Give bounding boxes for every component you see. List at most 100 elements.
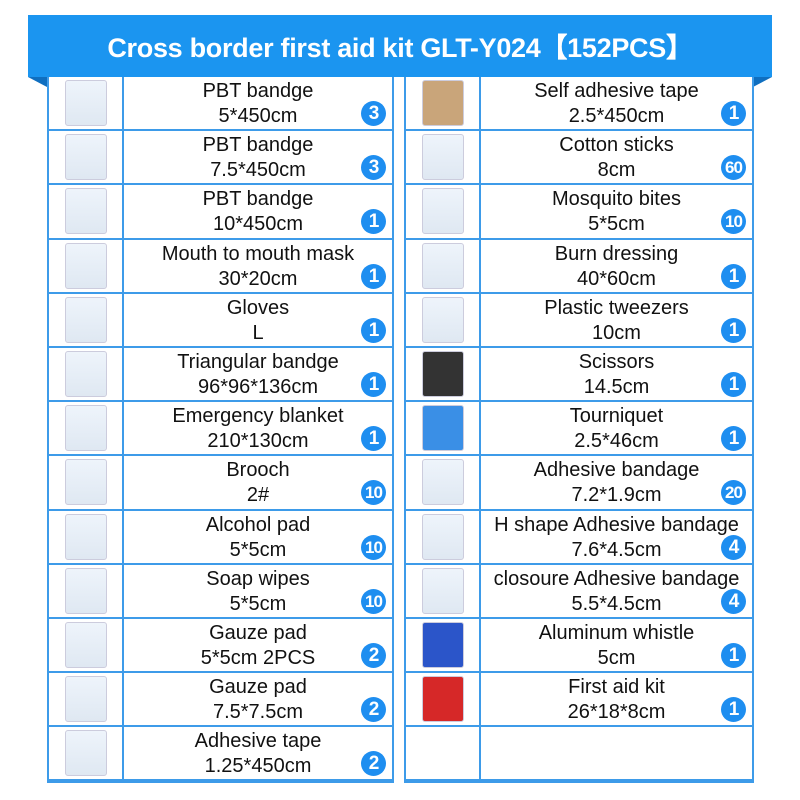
quantity-badge: 3 <box>361 155 386 181</box>
item-image-cell <box>49 77 124 130</box>
right-item-table: Self adhesive tape 2.5*450cm 1 Cotton stick… <box>404 77 754 784</box>
item-size: 1.25*450cm <box>204 755 312 778</box>
item-photo <box>421 676 464 723</box>
item-image-cell <box>49 293 124 346</box>
table-row: Cotton sticks 8cm 60 <box>406 131 752 186</box>
item-text-cell: Triangular bandge 96*96*136cm 1 <box>124 348 392 400</box>
item-text-cell: Brooch 2# 10 <box>124 456 392 508</box>
item-image-cell <box>49 510 124 563</box>
item-photo <box>64 405 107 452</box>
item-size: 26*18*8cm <box>567 701 666 724</box>
quantity-badge: 1 <box>721 426 746 452</box>
item-image-cell <box>49 564 124 617</box>
item-name: PBT bandge <box>202 80 314 102</box>
item-size: 40*60cm <box>577 267 656 290</box>
item-photo <box>421 296 464 343</box>
quantity-badge: 2 <box>361 697 386 723</box>
item-image-cell <box>406 293 481 346</box>
item-photo <box>421 188 464 235</box>
left-item-table: PBT bandge 5*450cm 3 PBT bandge 7.5*450cm 3 PB… <box>47 77 394 784</box>
table-row <box>406 727 752 782</box>
item-photo <box>64 459 107 506</box>
table-row: Mosquito bites 5*5cm 10 <box>406 185 752 240</box>
item-name: Adhesive bandage <box>533 459 700 482</box>
item-text-cell: Burn dressing 40*60cm 1 <box>481 240 752 292</box>
quantity-badge: 2 <box>361 751 386 777</box>
item-name: Emergency blanket <box>172 405 344 428</box>
table-row: closoure Adhesive bandage 5.5*4.5cm 4 <box>406 564 752 619</box>
quantity-badge: 3 <box>361 101 386 126</box>
item-photo <box>64 134 107 181</box>
quantity-badge: 60 <box>721 155 746 181</box>
quantity-badge: 1 <box>361 426 386 452</box>
item-photo <box>421 134 464 181</box>
item-size: 5*5cm <box>229 538 287 561</box>
item-image-cell <box>406 510 481 563</box>
item-photo <box>421 621 464 668</box>
item-photo <box>64 621 107 668</box>
item-name: Gloves <box>226 296 290 319</box>
item-size: 30*20cm <box>218 267 298 290</box>
item-size: 10*450cm <box>212 213 304 236</box>
item-name: Aluminum whistle <box>538 621 695 644</box>
item-photo <box>421 242 464 289</box>
quantity-badge: 2 <box>361 642 386 668</box>
item-image-cell <box>49 727 124 780</box>
table-row: Mouth to mouth mask 30*20cm 1 <box>49 239 392 294</box>
item-text-cell: Gloves L 1 <box>124 294 392 346</box>
table-row: Gauze pad 7.5*7.5cm 2 <box>49 673 392 728</box>
table-row: H shape Adhesive bandage 7.6*4.5cm 4 <box>406 510 752 565</box>
item-name: Triangular bandge <box>177 350 339 373</box>
item-name: Mosquito bites <box>552 188 681 211</box>
quantity-badge: 1 <box>361 209 386 235</box>
item-image-cell <box>49 185 124 238</box>
item-text-cell: Mosquito bites 5*5cm 10 <box>481 185 752 237</box>
item-photo <box>421 513 464 560</box>
item-size: 8cm <box>597 159 636 182</box>
table-row: PBT bandge 10*450cm 1 <box>49 185 392 240</box>
item-text-cell: First aid kit 26*18*8cm 1 <box>481 673 752 725</box>
item-image-cell <box>49 402 124 455</box>
quantity-badge: 1 <box>361 371 386 397</box>
item-text-cell: H shape Adhesive bandage 7.6*4.5cm 4 <box>481 511 752 563</box>
item-photo <box>64 513 107 560</box>
item-image-cell <box>49 131 124 184</box>
item-name: Alcohol pad <box>205 513 311 536</box>
quantity-badge: 1 <box>721 263 746 289</box>
item-name: closoure Adhesive bandage <box>493 567 740 590</box>
item-size: 96*96*136cm <box>197 375 319 398</box>
item-size: 210*130cm <box>207 430 309 453</box>
quantity-badge: 10 <box>361 480 386 506</box>
item-size: 14.5cm <box>583 375 650 398</box>
item-size: 5.5*4.5cm <box>571 592 662 615</box>
item-image-cell <box>49 347 124 401</box>
item-name: H shape Adhesive bandage <box>494 513 739 536</box>
quantity-badge: 1 <box>721 642 746 668</box>
table-row: Gloves L 1 <box>49 293 392 348</box>
quantity-badge: 1 <box>721 697 746 723</box>
item-text-cell: Soap wipes 5*5cm 10 <box>124 565 392 617</box>
item-image-cell <box>49 456 124 509</box>
item-name: Self adhesive tape <box>534 80 699 102</box>
item-text-cell: Emergency blanket 210*130cm 1 <box>124 402 392 454</box>
item-text-cell: PBT bandge 10*450cm 1 <box>124 185 392 237</box>
item-size: 5*450cm <box>218 105 298 127</box>
item-name: Burn dressing <box>554 242 679 265</box>
item-text-cell: Adhesive bandage 7.2*1.9cm 20 <box>481 456 752 508</box>
table-row: Self adhesive tape 2.5*450cm 1 <box>406 77 752 132</box>
item-name: Brooch <box>226 459 290 482</box>
item-photo <box>421 459 464 506</box>
quantity-badge: 1 <box>721 371 746 397</box>
table-row: Scissors 14.5cm 1 <box>406 347 752 403</box>
item-size: 5*5cm <box>229 592 287 615</box>
quantity-badge: 1 <box>361 263 386 289</box>
table-row: PBT bandge 5*450cm 3 <box>49 77 392 132</box>
quantity-badge: 10 <box>721 209 746 235</box>
item-text-cell: Scissors 14.5cm 1 <box>481 348 752 400</box>
item-text-cell: PBT bandge 7.5*450cm 3 <box>124 131 392 183</box>
table-row: Burn dressing 40*60cm 1 <box>406 239 752 294</box>
item-image-cell <box>406 618 481 672</box>
item-text-cell: Gauze pad 5*5cm 2PCS 2 <box>124 619 392 671</box>
item-photo <box>64 296 107 343</box>
item-name: Tourniquet <box>569 405 664 428</box>
